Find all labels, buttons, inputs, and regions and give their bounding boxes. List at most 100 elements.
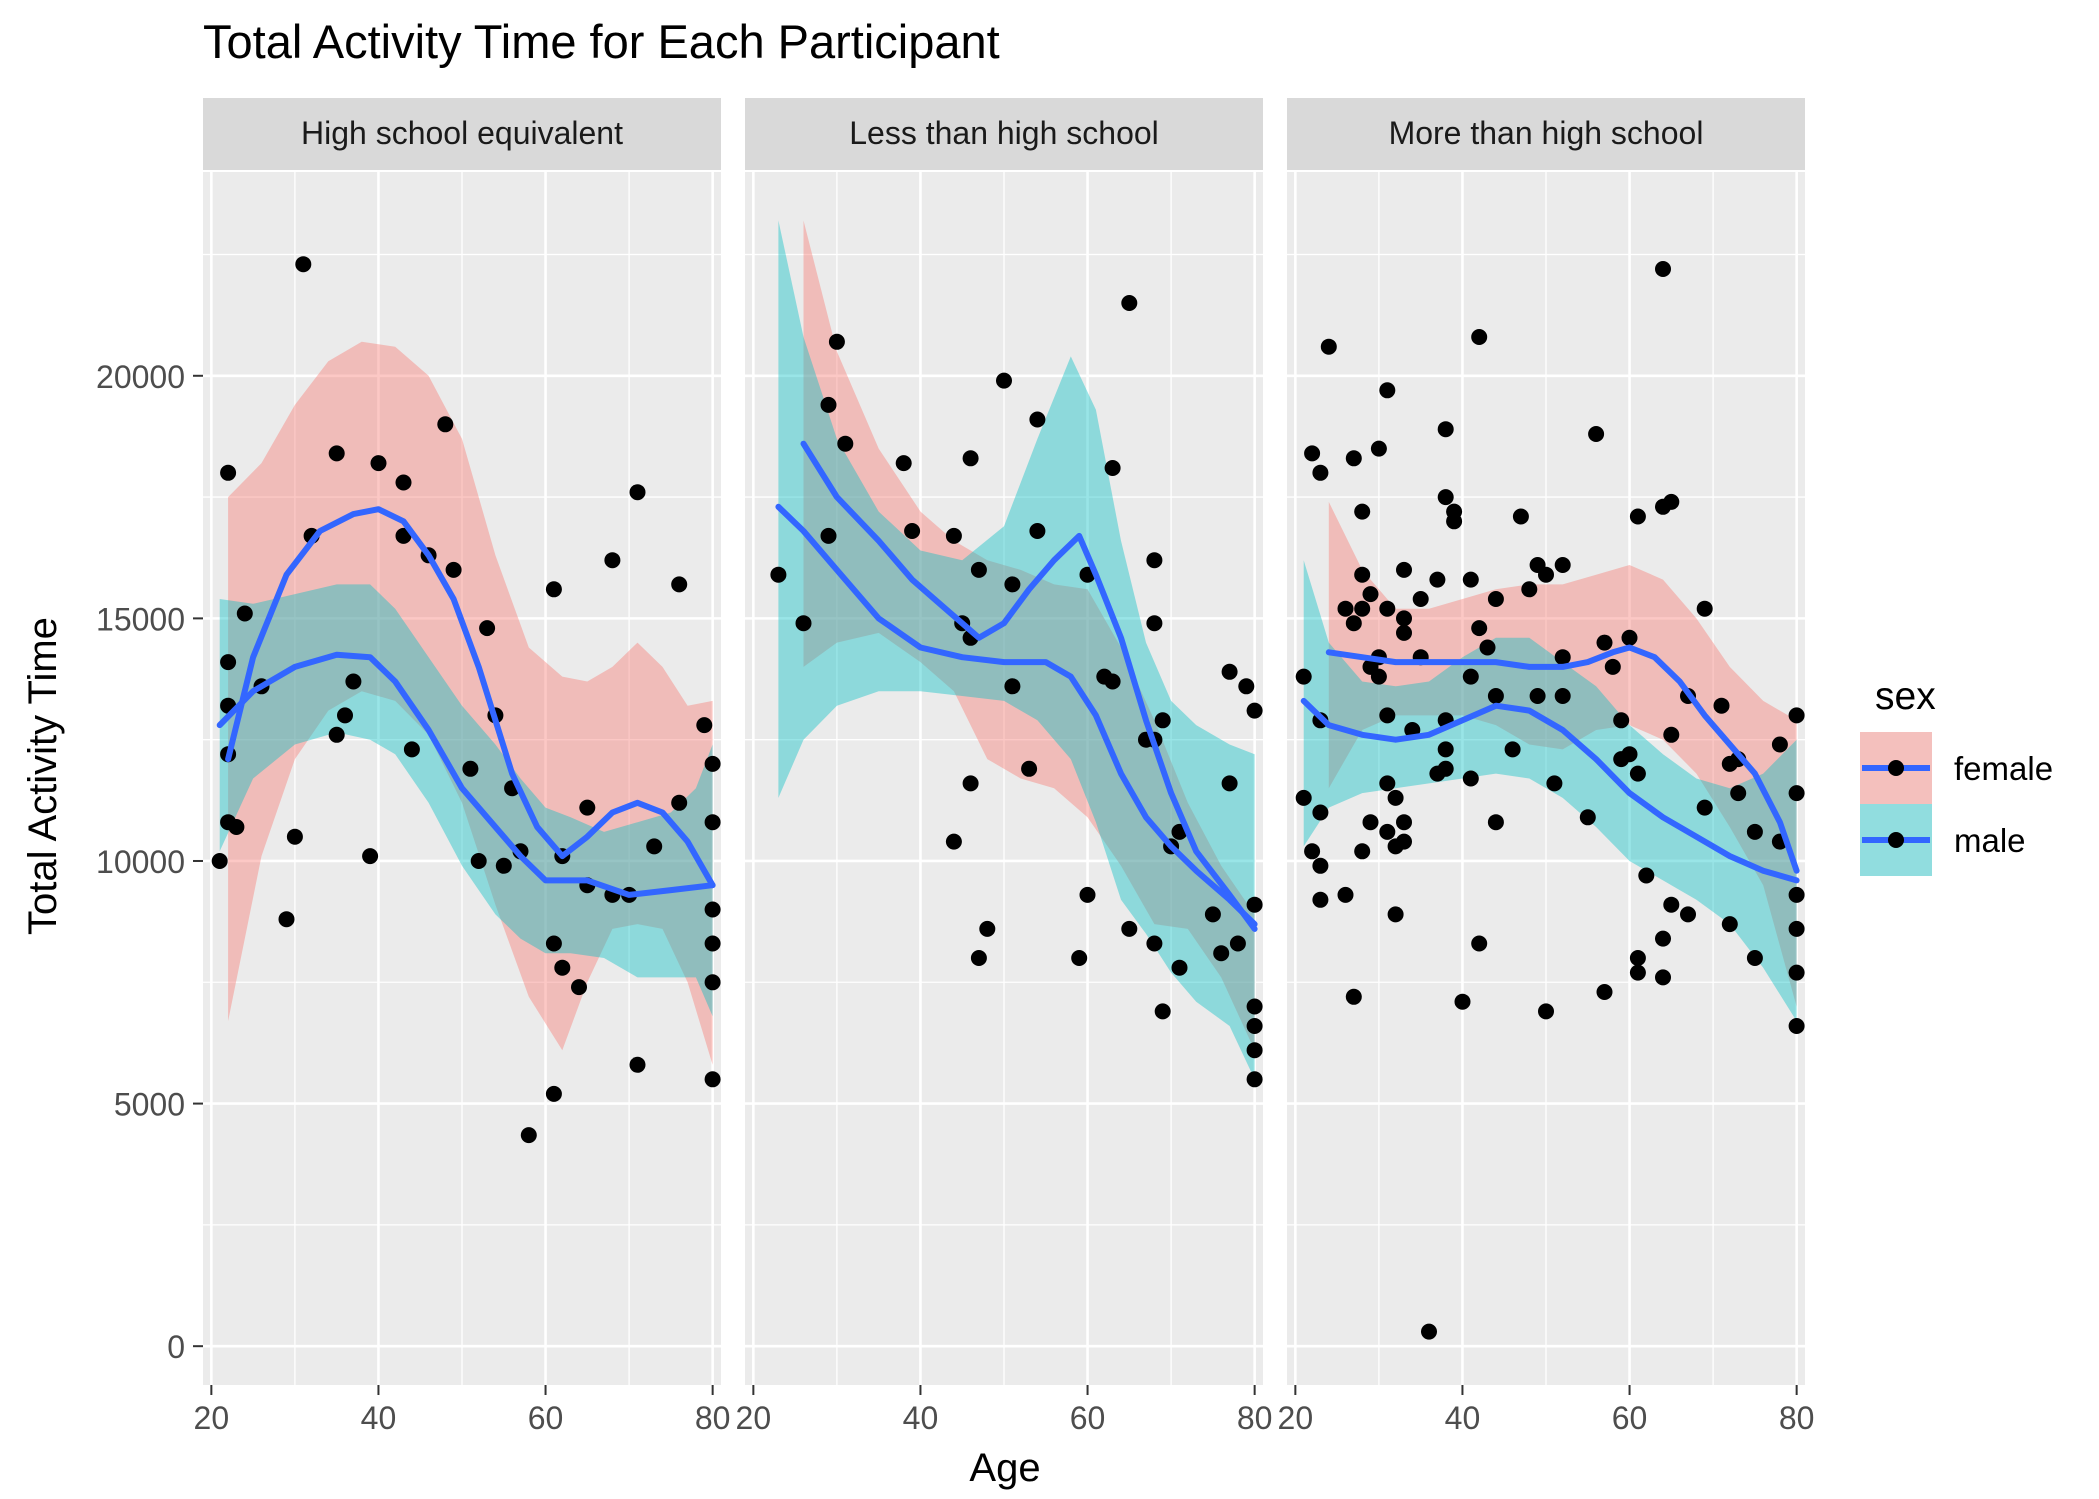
data-point <box>629 484 646 501</box>
data-point <box>1454 993 1471 1010</box>
legend-key-point <box>1888 832 1904 848</box>
x-tick-label: 40 <box>1445 1400 1481 1436</box>
data-point <box>1713 697 1730 714</box>
male-confidence-band <box>219 584 713 1017</box>
data-point <box>1487 814 1504 831</box>
data-point <box>1663 493 1680 510</box>
x-tick-label: 20 <box>194 1400 230 1436</box>
data-point <box>1721 916 1738 933</box>
data-point <box>1146 552 1163 569</box>
facet-panel: High school equivalent 20 40 60 80 <box>194 98 730 1436</box>
data-point <box>437 416 454 433</box>
data-point <box>1629 508 1646 525</box>
data-point <box>1437 741 1454 758</box>
data-point <box>1446 513 1463 530</box>
data-point <box>1295 789 1312 806</box>
data-point <box>704 935 721 952</box>
facet-panel: More than high school 20 40 60 80 <box>1278 98 1815 1436</box>
data-point <box>1396 561 1412 578</box>
x-tick-label: 80 <box>1237 1400 1273 1436</box>
data-point <box>545 581 562 598</box>
data-point <box>1655 261 1671 277</box>
data-point <box>1345 615 1362 632</box>
data-point <box>1788 1018 1805 1034</box>
data-point <box>1504 741 1521 758</box>
data-point <box>1546 775 1563 792</box>
data-point <box>996 372 1012 389</box>
data-point <box>1604 658 1621 675</box>
data-point <box>1337 600 1354 617</box>
data-point <box>828 333 845 350</box>
data-point <box>1462 571 1479 588</box>
data-point <box>1246 896 1263 913</box>
data-point <box>1629 964 1646 981</box>
data-point <box>1370 440 1387 457</box>
data-point <box>462 760 479 777</box>
facet-strip <box>745 98 1263 170</box>
data-point <box>704 1071 721 1088</box>
data-point <box>395 527 412 544</box>
data-point <box>1421 1323 1437 1340</box>
data-point <box>1213 945 1230 962</box>
y-axis-label: Total Activity Time <box>21 617 65 935</box>
data-point <box>895 455 912 472</box>
data-point <box>1462 668 1479 685</box>
data-point <box>470 853 487 869</box>
data-point <box>1354 843 1371 860</box>
data-point <box>1370 668 1387 685</box>
x-tick-label: 60 <box>1612 1400 1648 1436</box>
data-point <box>820 396 837 413</box>
data-point <box>1071 950 1088 966</box>
data-point <box>1629 950 1646 966</box>
data-point <box>1221 775 1238 792</box>
data-point <box>1379 823 1396 840</box>
data-point <box>1337 886 1354 903</box>
data-point <box>545 1085 562 1102</box>
data-point <box>1462 770 1479 787</box>
data-point <box>1588 426 1605 442</box>
data-point <box>970 561 987 578</box>
data-point <box>479 620 496 637</box>
data-point <box>295 256 312 273</box>
data-point <box>1771 736 1788 753</box>
data-point <box>1354 566 1371 583</box>
legend-label: male <box>1954 822 2026 859</box>
data-point <box>1121 295 1138 311</box>
data-point <box>1696 799 1713 816</box>
legend-label: female <box>1954 750 2053 787</box>
data-point <box>220 654 237 671</box>
data-point <box>1396 833 1412 850</box>
male-smooth-line <box>1300 697 1800 884</box>
data-point <box>520 1127 537 1144</box>
x-tick-label: 80 <box>1779 1400 1815 1436</box>
data-point <box>1538 566 1554 583</box>
data-point <box>1104 460 1121 476</box>
data-point <box>1512 508 1529 525</box>
data-point <box>1396 610 1412 627</box>
data-point <box>1379 382 1396 399</box>
data-point <box>362 848 379 865</box>
data-point <box>1379 600 1396 617</box>
data-point <box>1396 814 1412 831</box>
data-point <box>671 576 688 593</box>
x-tick-label: 60 <box>1070 1400 1106 1436</box>
x-tick-label: 40 <box>903 1400 939 1436</box>
data-point <box>1171 959 1188 976</box>
data-point <box>1621 629 1638 646</box>
y-tick-label: 0 <box>167 1329 185 1365</box>
data-point <box>328 726 345 743</box>
data-point <box>1554 688 1571 704</box>
data-point <box>795 615 812 632</box>
female-smooth-line <box>225 506 716 889</box>
data-point <box>495 857 512 874</box>
data-point <box>1029 523 1046 539</box>
data-point <box>1387 906 1404 923</box>
x-tick-label: 20 <box>736 1400 772 1436</box>
data-point <box>278 911 295 928</box>
data-point <box>1004 678 1021 695</box>
data-point <box>1354 600 1371 617</box>
data-point <box>1554 649 1571 666</box>
data-point <box>1746 823 1763 840</box>
data-point <box>945 527 962 544</box>
data-point <box>1471 935 1488 952</box>
